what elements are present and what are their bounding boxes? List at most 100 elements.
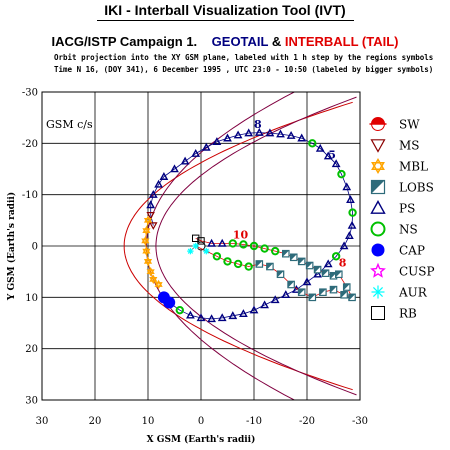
orbit-points: 10 8 8 5 [141, 118, 357, 323]
orbit-point [271, 246, 280, 256]
orbit-point [223, 257, 232, 266]
orbit-point [302, 277, 312, 286]
orbit-point [159, 172, 169, 180]
orbit-point [207, 314, 216, 323]
coordinate-system-label: GSM c/s [46, 118, 93, 131]
x-tick-label: 20 [89, 416, 102, 427]
subtitle-line-2: Time N 16, (DOY 341), 6 December 1995 , … [54, 65, 434, 74]
orbit-point [217, 313, 227, 322]
orbit-point [313, 265, 322, 274]
legend-symbol-mbl [371, 158, 385, 174]
legend-symbol-lobs [370, 179, 386, 195]
legend: SW MS MBL LOBS PS NS CAP CUSP AUR RB [369, 117, 435, 321]
orbit-point [203, 247, 210, 255]
y-tick-label: 20 [25, 344, 38, 355]
orbit-point [192, 234, 200, 243]
orbit-point [313, 269, 322, 278]
orbit-point [319, 288, 327, 297]
orbit-point [347, 220, 357, 229]
orbit-point [146, 200, 156, 209]
y-tick-label: -10 [22, 190, 38, 201]
orbit-point [282, 249, 290, 258]
hour-label: 8 [254, 118, 262, 131]
plot-frame [41, 91, 361, 401]
orbit-point [149, 274, 158, 285]
orbit-point [289, 253, 298, 262]
legend-label-rb: RB [399, 307, 417, 321]
orbit-point [212, 137, 222, 146]
orbit-point [297, 133, 307, 142]
orbit-point [141, 236, 150, 246]
orbit-point [348, 208, 357, 217]
legend-label-ns: NS [399, 223, 418, 237]
orbit-point [146, 266, 155, 277]
legend-symbol-ps [370, 200, 386, 214]
orbit-point [254, 127, 264, 136]
magnetopause-curve-inner [155, 96, 357, 396]
orbit-point [239, 240, 248, 249]
orbit-point [270, 295, 280, 304]
orbit-point [342, 283, 351, 291]
title-underline [97, 20, 354, 21]
tool-title: IKI - Interball Visualization Tool (IVT) [104, 2, 346, 18]
legend-symbol-cap [371, 243, 385, 257]
grid [42, 92, 360, 400]
orbit-point [207, 238, 216, 247]
y-tick-label: 0 [32, 242, 38, 253]
orbit-point [315, 143, 325, 152]
orbit-point [212, 252, 222, 261]
hour-label: 8 [339, 257, 347, 270]
orbit-point [154, 279, 163, 290]
orbit-point [255, 260, 264, 268]
legend-label-lobs: LOBS [399, 181, 434, 195]
orbit-point [244, 262, 253, 271]
orbit-point [239, 309, 248, 318]
orbit-point [329, 285, 338, 294]
orbit-point [346, 195, 355, 204]
x-axis-label: X GSM (Earth's radii) [147, 434, 256, 445]
orbit-point [297, 257, 306, 266]
magnetopause-curve-outer [145, 91, 295, 401]
orbit-point [276, 270, 285, 279]
model-curves [123, 91, 357, 401]
legend-label-aur: AUR [398, 286, 428, 300]
orbit-point [323, 259, 333, 268]
orbit-point [287, 280, 295, 289]
orbit-point [228, 311, 238, 320]
orbit-point [348, 293, 356, 302]
x-tick-label: 0 [198, 416, 204, 427]
orbit-point [305, 261, 314, 270]
orbit-point [142, 225, 151, 236]
orbit-point [249, 241, 259, 251]
legend-symbol-sw [369, 117, 387, 131]
y-tick-label: 10 [25, 293, 38, 304]
y-tick-label: 30 [25, 396, 38, 407]
legend-label-cusp: CUSP [399, 265, 435, 279]
orbit-point [323, 151, 333, 160]
orbit-point [331, 252, 341, 261]
orbit-point [154, 179, 163, 188]
orbit-point [142, 246, 151, 256]
orbit-point [308, 293, 317, 302]
orbit-point [233, 130, 243, 139]
legend-label-ps: PS [399, 202, 415, 216]
legend-label-ms: MS [399, 139, 420, 153]
spacecraft-geotail: GEOTAIL [211, 34, 269, 49]
orbit-point [175, 305, 185, 315]
orbit-point [148, 190, 158, 198]
legend-symbol-rb [371, 306, 385, 320]
orbit-point [281, 290, 291, 299]
orbit-point [265, 128, 275, 137]
orbit-point [233, 259, 243, 269]
orbit-point [244, 128, 254, 137]
legend-symbol-cusp [370, 262, 386, 278]
y-tick-label: -30 [22, 88, 38, 99]
legend-symbol-ns [370, 221, 386, 237]
x-tick-label: -10 [246, 416, 262, 427]
subtitle-line-1: Orbit projection into the XY GSM plane, … [54, 53, 434, 62]
x-tick-label: -20 [299, 416, 315, 427]
legend-symbol-aur [371, 285, 385, 299]
spacecraft-interball: INTERBALL (TAIL) [284, 34, 399, 49]
orbit-point [187, 247, 194, 255]
